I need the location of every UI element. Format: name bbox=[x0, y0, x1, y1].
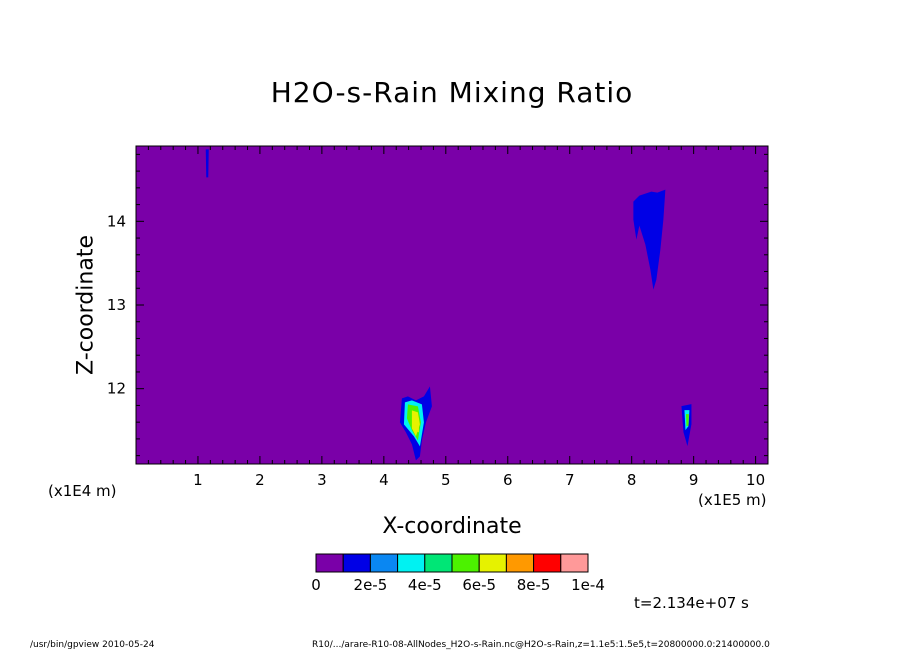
x-axis-label: X-coordinate bbox=[382, 514, 522, 539]
y-tick-label: 14 bbox=[107, 212, 126, 230]
colorbar-tick-label: 4e-5 bbox=[407, 576, 442, 594]
colorbar-swatch bbox=[369, 553, 399, 573]
colorbar-swatch bbox=[560, 553, 589, 573]
y-tick-label: 12 bbox=[107, 380, 126, 398]
data-feature bbox=[685, 414, 689, 427]
footer-left: /usr/bin/gpview 2010-05-24 bbox=[30, 640, 155, 650]
data-feature bbox=[633, 189, 666, 290]
x-tick-label: 10 bbox=[746, 471, 765, 489]
colorbar-swatch bbox=[451, 553, 480, 573]
colorbar-swatch bbox=[315, 553, 344, 573]
colorbar-swatch bbox=[533, 553, 562, 573]
x-tick-label: 3 bbox=[317, 471, 327, 489]
x-tick-label: 5 bbox=[441, 471, 451, 489]
x-tick-label: 7 bbox=[565, 471, 575, 489]
x-tick-label: 8 bbox=[627, 471, 637, 489]
chart-title: H2O-s-Rain Mixing Ratio bbox=[270, 76, 634, 109]
x-unit-label: (x1E5 m) bbox=[698, 491, 767, 509]
x-tick-label: 9 bbox=[689, 471, 699, 489]
colorbar-swatch bbox=[424, 553, 453, 573]
footer-right: R10/.../arare-R10-08-AllNodes_H2O-s-Rain… bbox=[312, 640, 770, 650]
x-tick-label: 2 bbox=[255, 471, 265, 489]
x-tick-label: 1 bbox=[193, 471, 203, 489]
data-feature bbox=[414, 418, 419, 433]
colorbar-swatch bbox=[505, 553, 535, 573]
y-tick-label: 13 bbox=[107, 296, 126, 314]
colorbar-tick-label: 2e-5 bbox=[353, 576, 388, 594]
colorbar-swatch bbox=[478, 553, 507, 573]
y-unit-label: (x1E4 m) bbox=[48, 482, 117, 500]
plot-field bbox=[136, 146, 768, 464]
data-feature bbox=[205, 149, 209, 178]
colorbar-tick-label: 6e-5 bbox=[462, 576, 497, 594]
y-axis-label: Z-coordinate bbox=[73, 235, 99, 375]
colorbar-tick-label: 8e-5 bbox=[516, 576, 551, 594]
x-tick-label: 4 bbox=[379, 471, 389, 489]
time-annotation: t=2.134e+07 s bbox=[634, 594, 749, 612]
colorbar-tick-label: 0 bbox=[311, 576, 321, 594]
x-tick-label: 6 bbox=[503, 471, 513, 489]
colorbar-swatch bbox=[342, 553, 371, 573]
colorbar-tick-label: 1e-4 bbox=[571, 576, 605, 594]
colorbar-swatch bbox=[397, 553, 426, 573]
